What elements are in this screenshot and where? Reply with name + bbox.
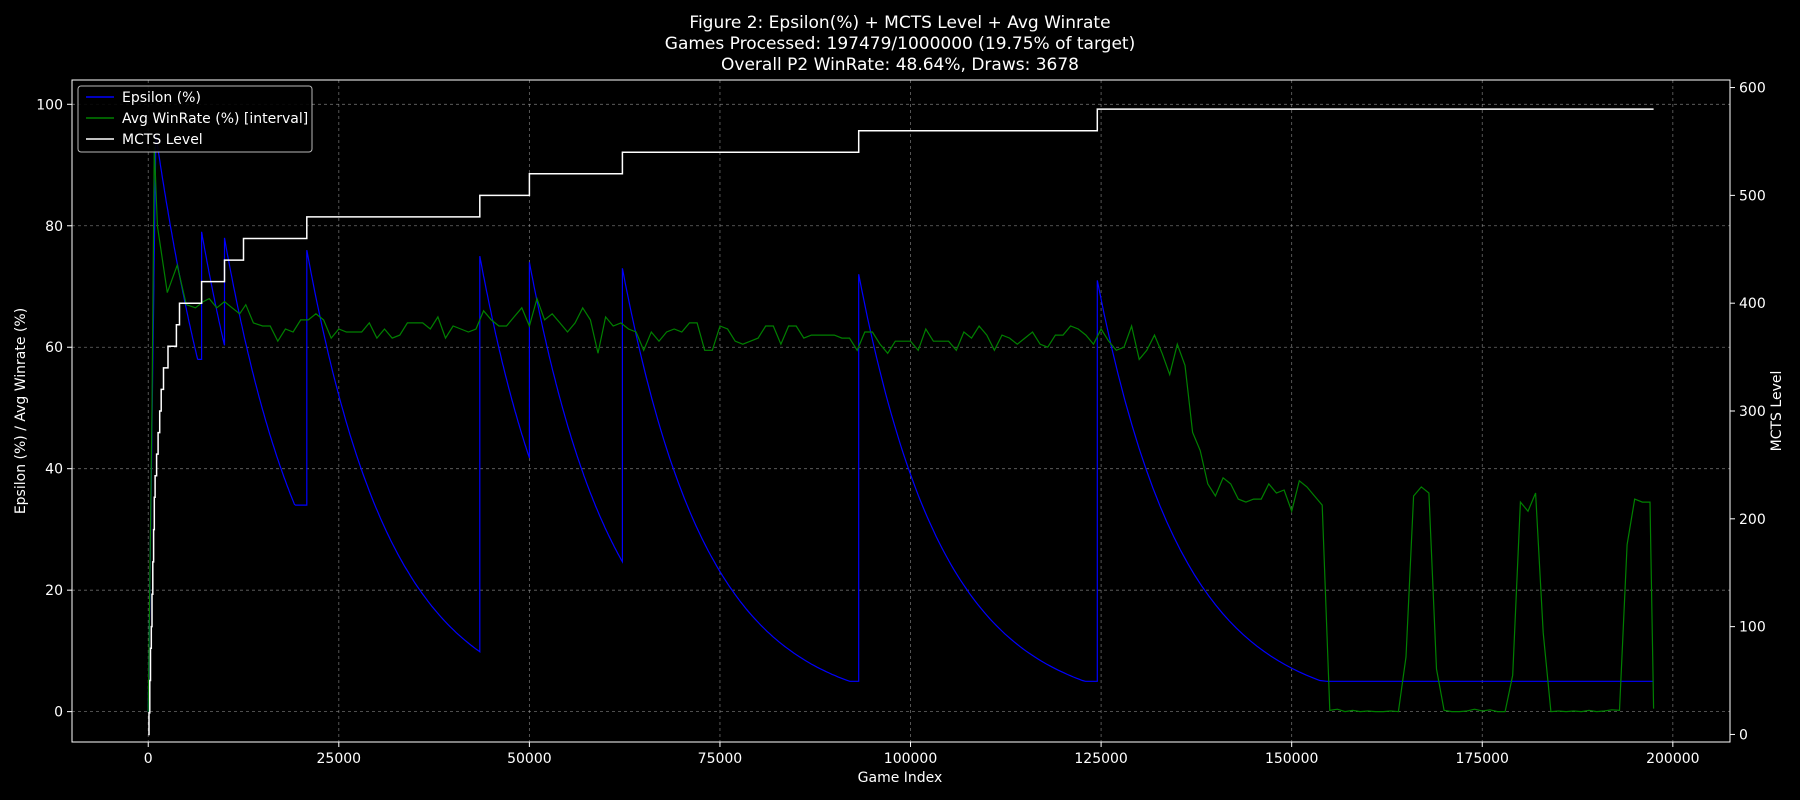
mcts-level-series-line (148, 108, 1654, 736)
y-left-tick-label: 60 (45, 340, 63, 356)
x-tick-label: 150000 (1265, 751, 1318, 767)
y-right-tick-label: 300 (1739, 404, 1766, 420)
y-left-tick-label: 40 (45, 462, 63, 478)
legend-label-avg-winrate: Avg WinRate (%) [interval] (122, 111, 308, 127)
y-axis-left: 0 20 40 60 80 100 (36, 97, 72, 721)
y-right-tick-label: 100 (1739, 620, 1766, 636)
y-axis-right-label: MCTS Level (1769, 371, 1785, 452)
x-axis: 0 25000 50000 75000 100000 125000 150000 175000… (144, 742, 1700, 767)
legend-label-mcts-level: MCTS Level (122, 132, 203, 148)
y-left-tick-label: 100 (36, 97, 63, 113)
legend-label-epsilon: Epsilon (%) (122, 90, 201, 106)
y-left-tick-label: 0 (54, 705, 63, 721)
x-tick-label: 125000 (1074, 751, 1127, 767)
chart-title-line-1: Figure 2: Epsilon(%) + MCTS Level + Avg … (689, 13, 1110, 33)
x-tick-label: 100000 (884, 751, 937, 767)
y-axis-left-label: Epsilon (%) / Avg Winrate (%) (13, 308, 29, 514)
y-right-tick-label: 400 (1739, 296, 1766, 312)
x-tick-label: 200000 (1646, 751, 1699, 767)
y-left-tick-label: 80 (45, 219, 63, 235)
x-axis-label: Game Index (858, 770, 943, 786)
x-tick-label: 25000 (317, 751, 362, 767)
y-right-tick-label: 500 (1739, 188, 1766, 204)
x-tick-label: 0 (144, 751, 153, 767)
chart-title-line-3: Overall P2 WinRate: 48.64%, Draws: 3678 (721, 55, 1079, 75)
y-right-tick-label: 0 (1739, 727, 1748, 743)
x-tick-label: 50000 (507, 751, 552, 767)
y-left-tick-label: 20 (45, 583, 63, 599)
x-tick-label: 75000 (698, 751, 743, 767)
legend: Epsilon (%) Avg WinRate (%) [interval] M… (77, 85, 313, 153)
y-right-tick-label: 600 (1739, 81, 1766, 97)
chart-title-line-2: Games Processed: 197479/1000000 (19.75% … (665, 34, 1135, 54)
x-tick-label: 175000 (1456, 751, 1509, 767)
avg-winrate-series-line (147, 146, 1655, 713)
y-right-tick-label: 200 (1739, 512, 1766, 528)
epsilon-series-line (147, 134, 1654, 712)
plot-area (147, 108, 1655, 736)
y-axis-right: 0 100 200 300 400 500 600 (1730, 81, 1766, 743)
legend-box (77, 85, 313, 153)
